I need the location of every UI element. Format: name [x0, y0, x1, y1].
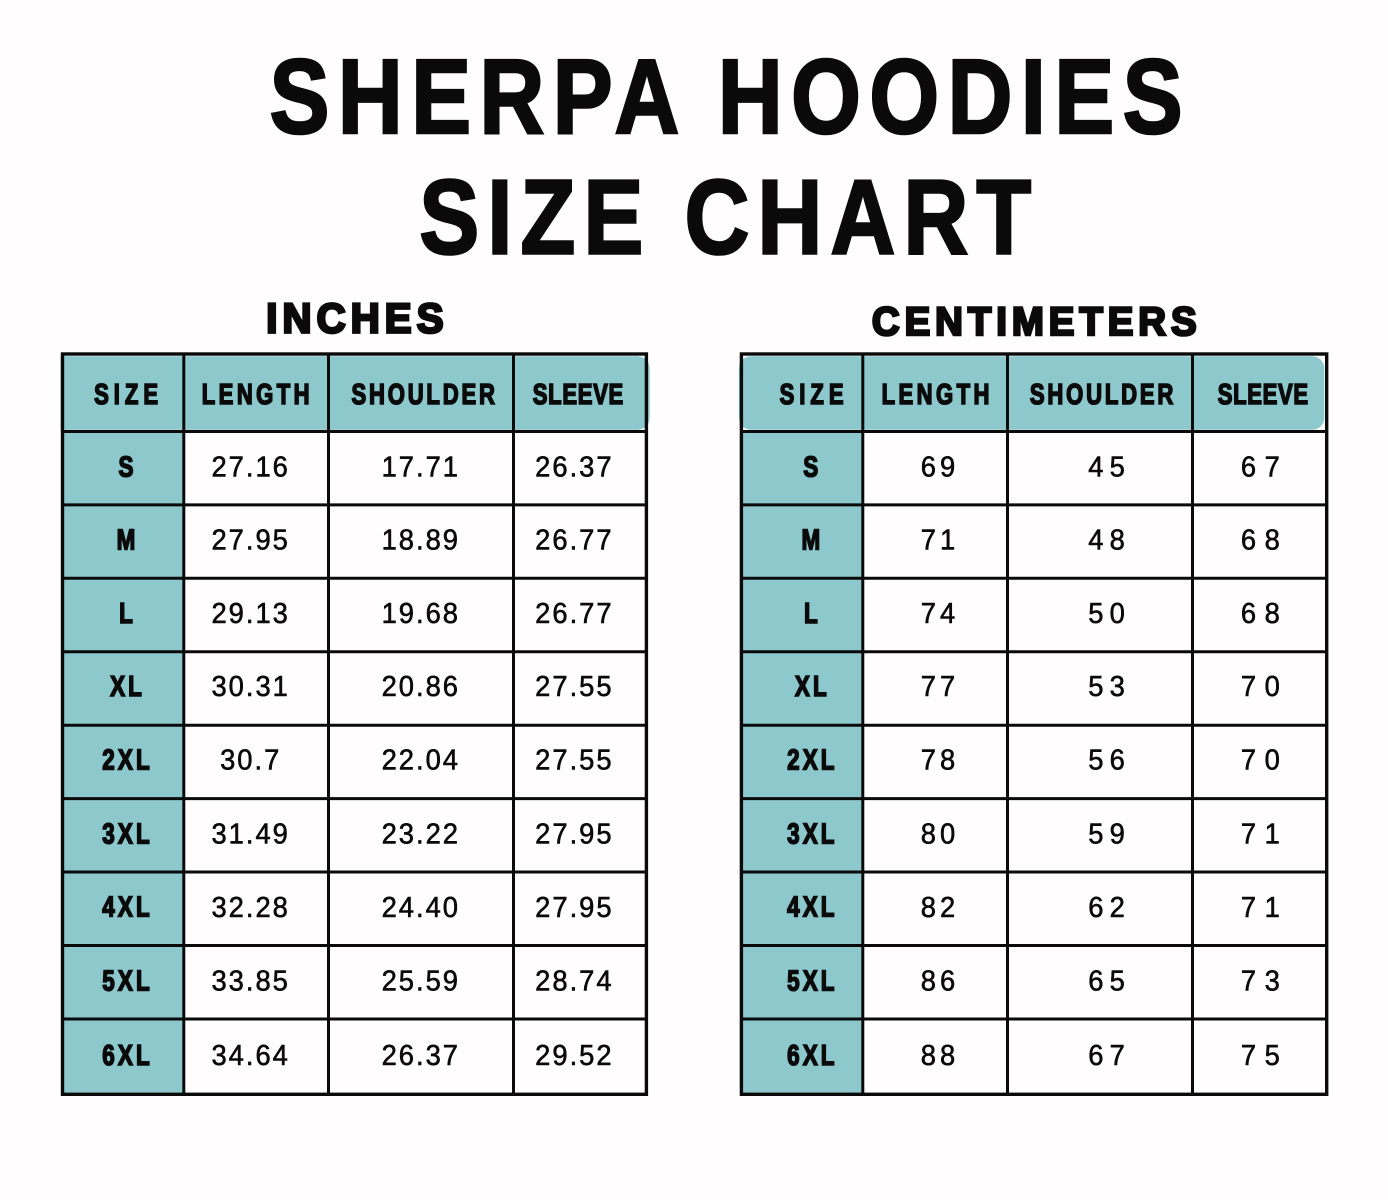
svg-text:3XL: 3XL [787, 819, 838, 850]
svg-text:4XL: 4XL [102, 892, 153, 923]
svg-text:34.64: 34.64 [211, 1039, 289, 1071]
svg-text:2XL: 2XL [787, 745, 838, 776]
svg-text:INCHES: INCHES [266, 295, 448, 342]
svg-text:SLEEVE: SLEEVE [533, 379, 624, 410]
svg-text:30.31: 30.31 [211, 670, 289, 702]
svg-text:SHOULDER: SHOULDER [351, 379, 497, 410]
svg-text:24.40: 24.40 [382, 891, 460, 923]
svg-text:19.68: 19.68 [382, 597, 460, 629]
svg-text:5XL: 5XL [787, 966, 838, 997]
svg-text:27.95: 27.95 [535, 891, 613, 923]
svg-text:L: L [119, 599, 136, 630]
svg-text:27.95: 27.95 [211, 524, 289, 556]
svg-text:65: 65 [1088, 965, 1131, 997]
svg-text:88: 88 [921, 1039, 960, 1071]
svg-text:82: 82 [921, 891, 960, 923]
svg-text:LENGTH: LENGTH [202, 379, 313, 410]
svg-text:SIZE: SIZE [780, 379, 849, 410]
svg-text:70: 70 [1241, 670, 1289, 702]
svg-text:23.22: 23.22 [382, 818, 460, 850]
svg-text:26.77: 26.77 [535, 597, 613, 629]
svg-text:45: 45 [1088, 451, 1131, 483]
svg-text:33.85: 33.85 [211, 965, 289, 997]
svg-text:28.74: 28.74 [535, 965, 613, 997]
svg-text:27.16: 27.16 [211, 451, 289, 483]
svg-text:2XL: 2XL [102, 745, 153, 776]
svg-text:6XL: 6XL [787, 1040, 838, 1071]
svg-text:27.95: 27.95 [535, 818, 613, 850]
svg-text:SHERPA HOODIES: SHERPA HOODIES [270, 37, 1191, 156]
svg-text:25.59: 25.59 [382, 965, 460, 997]
svg-text:SHOULDER: SHOULDER [1030, 379, 1176, 410]
svg-text:XL: XL [110, 672, 145, 703]
svg-text:50: 50 [1088, 597, 1131, 629]
svg-text:4XL: 4XL [787, 892, 838, 923]
svg-text:17.71: 17.71 [382, 451, 460, 483]
svg-text:62: 62 [1088, 891, 1131, 923]
svg-text:SIZE: SIZE [94, 379, 163, 410]
svg-text:CENTIMETERS: CENTIMETERS [872, 300, 1202, 344]
svg-text:22.04: 22.04 [382, 744, 460, 776]
svg-text:27.55: 27.55 [535, 670, 613, 702]
svg-text:LENGTH: LENGTH [882, 379, 993, 410]
svg-text:29.52: 29.52 [535, 1039, 613, 1071]
svg-text:3XL: 3XL [102, 819, 153, 850]
svg-text:30.7: 30.7 [220, 744, 281, 776]
svg-text:71: 71 [921, 524, 960, 556]
svg-text:80: 80 [921, 818, 960, 850]
svg-text:20.86: 20.86 [382, 670, 460, 702]
svg-text:29.13: 29.13 [211, 597, 289, 629]
svg-text:75: 75 [1241, 1039, 1289, 1071]
svg-text:XL: XL [795, 672, 830, 703]
svg-text:SIZE CHART: SIZE CHART [419, 157, 1039, 276]
svg-text:5XL: 5XL [102, 966, 153, 997]
svg-text:M: M [801, 525, 823, 556]
svg-text:73: 73 [1241, 965, 1289, 997]
svg-text:31.49: 31.49 [211, 818, 289, 850]
svg-text:18.89: 18.89 [382, 524, 460, 556]
svg-text:48: 48 [1088, 524, 1131, 556]
svg-text:26.77: 26.77 [535, 524, 613, 556]
svg-text:26.37: 26.37 [535, 451, 613, 483]
svg-text:78: 78 [921, 744, 960, 776]
svg-text:56: 56 [1088, 744, 1131, 776]
svg-text:59: 59 [1088, 818, 1131, 850]
svg-text:53: 53 [1088, 670, 1131, 702]
svg-text:67: 67 [1088, 1039, 1131, 1071]
svg-text:68: 68 [1241, 597, 1289, 629]
svg-text:M: M [117, 525, 139, 556]
svg-text:70: 70 [1241, 744, 1289, 776]
svg-text:L: L [804, 599, 821, 630]
svg-text:26.37: 26.37 [382, 1039, 460, 1071]
svg-text:27.55: 27.55 [535, 744, 613, 776]
svg-text:S: S [803, 452, 821, 483]
svg-text:SLEEVE: SLEEVE [1218, 379, 1309, 410]
svg-text:71: 71 [1241, 818, 1289, 850]
svg-text:6XL: 6XL [102, 1040, 153, 1071]
svg-text:71: 71 [1241, 891, 1289, 923]
svg-text:S: S [119, 452, 137, 483]
svg-text:86: 86 [921, 965, 960, 997]
svg-text:32.28: 32.28 [211, 891, 289, 923]
svg-text:74: 74 [921, 597, 960, 629]
svg-text:68: 68 [1241, 524, 1289, 556]
svg-text:77: 77 [921, 670, 960, 702]
svg-text:69: 69 [921, 451, 960, 483]
svg-text:67: 67 [1241, 451, 1289, 483]
